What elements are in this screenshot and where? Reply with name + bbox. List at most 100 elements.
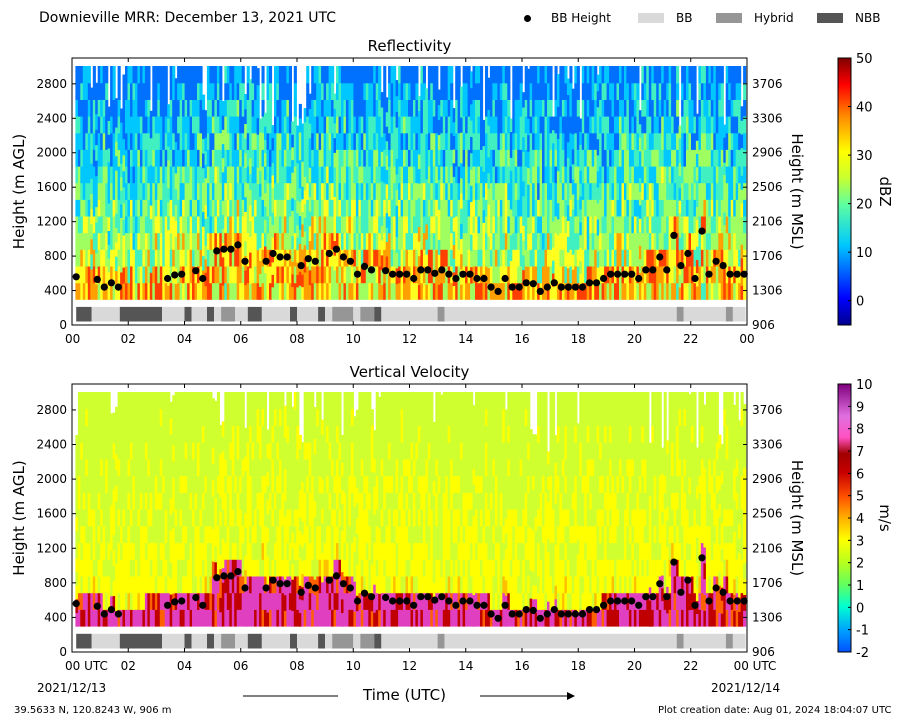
legend-hybrid: Hybrid <box>716 11 794 25</box>
bb-height-point <box>621 597 629 605</box>
bb-height-point <box>642 266 650 274</box>
bb-height-point <box>536 287 544 295</box>
bb-height-point <box>522 606 530 614</box>
y-right-tick-label: 906 <box>752 645 775 659</box>
bb-height-point <box>698 554 706 562</box>
colorbar-tick-label: 9 <box>856 400 864 415</box>
colorbar-tick-label: 8 <box>856 423 864 438</box>
bb-segment-nbb <box>318 633 326 649</box>
bb-segment-nbb <box>318 306 326 322</box>
colorbar-label: dBZ <box>876 176 894 206</box>
y-right-tick-label: 2106 <box>752 215 783 229</box>
bb-height-point <box>410 274 418 283</box>
bb-height-point <box>213 247 221 255</box>
bb-height-point <box>557 610 566 618</box>
bb-height-point <box>564 610 573 618</box>
bb-segment-bb <box>353 306 361 322</box>
bb-segment-bb <box>444 633 677 649</box>
bb-height-point <box>332 245 340 253</box>
bb-height-point <box>726 597 734 605</box>
x-tick-label: 00 UTC <box>65 659 108 673</box>
bb-segment-nbb <box>247 633 262 649</box>
y-right-tick-label: 1306 <box>752 610 783 624</box>
bb-height-point <box>353 270 362 278</box>
bb-height-point <box>360 589 369 597</box>
panel-title: Vertical Velocity <box>350 363 470 381</box>
bb-height-point <box>445 270 453 278</box>
y-tick-label: 1600 <box>36 180 67 194</box>
bb-height-point <box>515 610 523 618</box>
bb-height-point <box>740 270 748 278</box>
bb-swatch-icon <box>638 13 664 23</box>
x-tick-label: 04 <box>177 659 192 673</box>
bb-height-point <box>719 262 727 270</box>
time-arrows <box>243 692 575 700</box>
colorbar-tick-label: 6 <box>856 467 864 482</box>
y-tick-label: 2800 <box>36 403 67 417</box>
bb-height-point <box>227 572 235 580</box>
bb-height-point <box>684 249 692 258</box>
bb-height-point <box>452 601 460 609</box>
bb-height-point <box>466 597 474 605</box>
bb-segment-bb <box>214 633 221 649</box>
y-right-tick-label: 2106 <box>752 541 783 555</box>
bb-height-point <box>164 601 172 609</box>
y-right-tick-label: 3706 <box>752 403 783 417</box>
colorbar-tick-label: 10 <box>856 378 873 393</box>
bb-height-point <box>332 572 340 580</box>
x-tick-label: 16 <box>514 332 529 346</box>
bb-height-point <box>733 597 741 605</box>
bb-segment-nbb <box>119 633 162 649</box>
bb-segment-nbb <box>290 306 297 322</box>
x-tick-label: 00 UTC <box>734 659 777 673</box>
bb-height-point <box>494 614 502 622</box>
station-location: 39.5633 N, 120.8243 W, 906 m <box>14 705 172 716</box>
bb-height-point <box>585 606 594 614</box>
colorbar-tick-label: 0 <box>856 601 864 616</box>
y-axis-label-right: Height (m MSL) <box>788 460 806 576</box>
heatmap-field <box>75 392 747 627</box>
colorbar-tick-label: 3 <box>856 534 864 549</box>
x-tick-label: 18 <box>571 659 586 673</box>
bb-height-point <box>550 279 558 287</box>
bb-height-point <box>107 279 115 287</box>
x-tick-label: 02 <box>121 659 136 673</box>
bb-height-point <box>325 576 333 584</box>
y-tick-label: 0 <box>59 645 67 659</box>
bb-height-point <box>614 597 622 605</box>
bb-height-point <box>649 266 657 274</box>
hybrid-swatch-icon <box>716 13 742 23</box>
bb-height-point <box>417 266 425 274</box>
bb-height-point <box>72 600 80 608</box>
bb-height-point <box>199 601 207 609</box>
bb-segment-nbb <box>76 306 92 322</box>
bb-height-point <box>670 558 678 566</box>
bb-height-point <box>297 588 305 596</box>
legend-label: Hybrid <box>754 11 794 25</box>
bb-height-point <box>663 593 671 601</box>
bb-segment-bb <box>235 306 248 322</box>
bb-height-point <box>656 580 664 588</box>
bb-height-point <box>360 262 369 270</box>
colorbar-tick-label: 4 <box>856 512 864 527</box>
bb-segment-hybrid <box>725 306 733 322</box>
bb-height-point <box>621 270 629 278</box>
bb-height-series <box>72 554 748 622</box>
y-tick-label: 2000 <box>36 472 67 486</box>
x-tick-label: 06 <box>233 659 248 673</box>
bb-height-point <box>607 270 615 278</box>
bb-segment-bb <box>325 306 333 322</box>
bb-height-point <box>199 274 207 283</box>
colorbar-tick-label: 40 <box>856 101 873 116</box>
bb-height-point <box>691 601 699 609</box>
bb-height-point <box>283 580 291 588</box>
bb-segment-nbb <box>290 633 297 649</box>
bb-segment-bb <box>683 306 726 322</box>
bb-height-point <box>600 274 608 283</box>
bb-segment-bb <box>353 633 361 649</box>
bb-height-point <box>473 601 481 609</box>
x-axis-label: Time (UTC) <box>363 686 446 704</box>
bb-height-point <box>304 255 312 263</box>
bb-segment-bb <box>732 633 746 649</box>
